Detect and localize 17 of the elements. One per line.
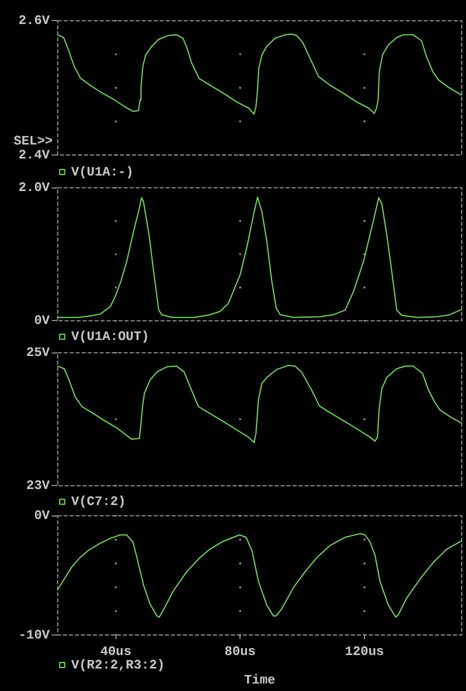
y-tick-label: 2.0V bbox=[18, 180, 50, 196]
x-axis-title: Time bbox=[244, 672, 276, 688]
legend-label: V(R2:2,R3:2) bbox=[71, 657, 165, 672]
legend-label: V(C7:2) bbox=[71, 494, 126, 509]
y-tick-label: 2.6V bbox=[18, 12, 50, 28]
x-tick-label: 40us bbox=[100, 644, 132, 660]
text: SEL>> bbox=[14, 133, 53, 148]
y-tick-label: 23V bbox=[26, 478, 50, 493]
y-tick-label: -10V bbox=[18, 627, 50, 642]
y-tick-label: 2.4V bbox=[18, 147, 50, 162]
legend-label: V(U1A:OUT) bbox=[71, 328, 150, 344]
x-tick-label: 80us bbox=[224, 644, 256, 660]
y-tick-label: 0V bbox=[34, 312, 50, 328]
x-tick-label: 120us bbox=[344, 644, 384, 660]
legend-label: V(U1A:-) bbox=[71, 164, 134, 180]
y-tick-label: 25V bbox=[26, 345, 50, 360]
y-tick-label: 0V bbox=[34, 508, 50, 524]
